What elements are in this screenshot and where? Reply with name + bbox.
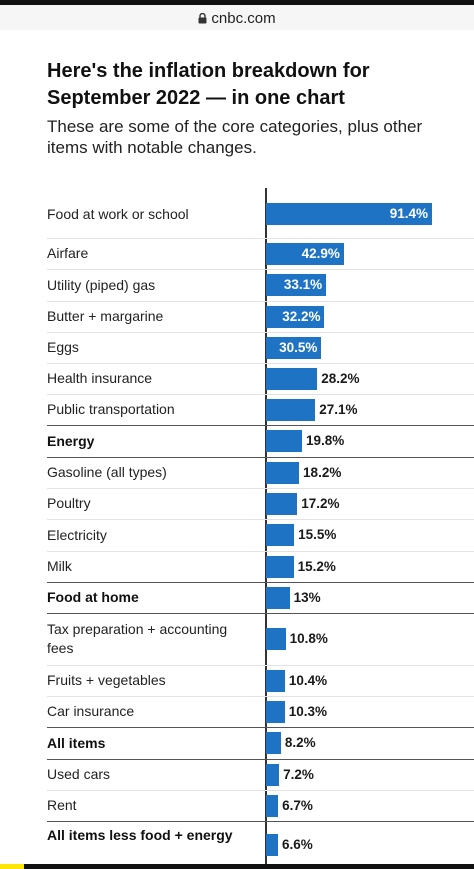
url-text: cnbc.com	[211, 10, 276, 27]
value-label: 28.2%	[321, 370, 360, 386]
category-label: Rent	[47, 797, 77, 813]
value-label: 91.4%	[389, 206, 428, 221]
bar	[266, 305, 325, 328]
category-label: Food at home	[47, 589, 139, 605]
category-label: Airfare	[47, 245, 89, 261]
bar	[266, 367, 318, 390]
url-display[interactable]: cnbc.com	[0, 10, 474, 28]
bar	[266, 628, 286, 650]
row-divider	[47, 727, 474, 728]
category-label: Poultry	[47, 495, 91, 511]
bar	[266, 461, 300, 484]
bar	[266, 586, 290, 609]
category-label: Food at work or school	[47, 205, 189, 222]
category-label: Utility (piped) gas	[47, 276, 156, 293]
chart-axis-line	[265, 188, 267, 869]
category-label: Health insurance	[47, 370, 153, 386]
category-label: All items	[47, 734, 106, 751]
category-label: Fruits + vegetables	[47, 672, 166, 688]
row-divider	[47, 269, 474, 270]
bar	[266, 669, 285, 692]
bar	[266, 274, 327, 296]
row-divider	[47, 821, 474, 822]
value-label: 10.4%	[288, 672, 328, 688]
category-label: All items less food + energy	[47, 827, 233, 843]
bar	[266, 398, 316, 421]
category-label: Energy	[47, 432, 95, 449]
row-divider	[47, 613, 474, 614]
row-divider	[47, 696, 474, 697]
browser-address-bar[interactable]: cnbc.com	[0, 0, 474, 30]
row-divider	[47, 488, 474, 489]
category-label: Butter + margarine	[47, 308, 164, 324]
category-label: Electricity	[47, 526, 107, 543]
value-label: 15.5%	[298, 527, 337, 542]
bar	[266, 555, 294, 578]
row-divider	[47, 551, 474, 552]
value-label: 32.2%	[282, 308, 321, 324]
lock-icon	[198, 11, 207, 28]
row-divider	[47, 363, 474, 364]
row-divider	[47, 394, 474, 395]
category-label: Gasoline (all types)	[47, 464, 167, 480]
category-label: Eggs	[47, 339, 79, 355]
row-divider	[47, 519, 474, 520]
value-label: 6.6%	[281, 837, 313, 852]
value-label: 19.8%	[305, 433, 345, 448]
category-label: Used cars	[47, 766, 111, 782]
bar	[266, 430, 302, 452]
row-divider	[47, 238, 474, 239]
bar	[266, 203, 432, 225]
category-label: Public transportation	[47, 401, 175, 417]
category-label: Milk	[47, 558, 72, 574]
bar	[266, 794, 279, 817]
value-label: 17.2%	[301, 495, 340, 511]
row-divider	[47, 425, 474, 426]
value-label: 8.2%	[284, 735, 316, 750]
bar	[266, 763, 280, 786]
category-label: Car insurance	[47, 703, 135, 719]
bar	[266, 492, 298, 515]
bar	[266, 524, 295, 546]
value-label: 42.9%	[301, 245, 340, 261]
value-label: 18.2%	[303, 464, 342, 480]
bar	[266, 336, 322, 359]
row-divider	[47, 301, 474, 302]
value-label: 7.2%	[283, 766, 314, 782]
row-divider	[47, 457, 474, 458]
row-divider	[47, 582, 474, 583]
value-label: 10.3%	[288, 703, 327, 719]
value-label: 10.8%	[289, 631, 328, 646]
value-label: 27.1%	[319, 401, 358, 417]
category-label: Tax preparation + accounting fees	[47, 621, 228, 656]
value-label: 30.5%	[279, 339, 318, 355]
row-divider	[47, 790, 474, 791]
value-label: 13%	[293, 589, 321, 605]
value-label: 6.7%	[282, 797, 313, 813]
bar	[266, 834, 278, 856]
value-label: 33.1%	[283, 277, 323, 292]
bar	[266, 242, 344, 265]
bottom-bar	[0, 864, 474, 869]
brand-accent-strip	[0, 864, 24, 869]
value-label: 15.2%	[297, 558, 336, 574]
row-divider	[47, 332, 474, 333]
bar	[266, 700, 285, 723]
bar	[266, 732, 281, 754]
chart-subtitle: These are some of the core categories, p…	[47, 117, 423, 157]
row-divider	[47, 665, 474, 666]
row-divider	[47, 759, 474, 760]
chart-title: Here's the inflation breakdown for Septe…	[47, 60, 370, 109]
